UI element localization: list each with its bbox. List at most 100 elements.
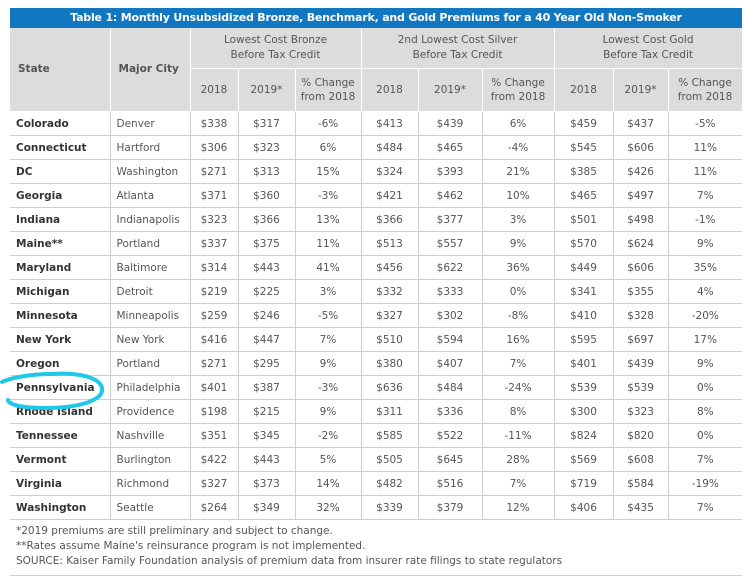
- value-cell: $513: [361, 231, 419, 256]
- value-cell: 0%: [668, 375, 743, 400]
- subheader-2018: 2018: [361, 68, 419, 112]
- premium-table-container: Table 1: Monthly Unsubsidized Bronze, Be…: [10, 8, 743, 576]
- value-cell: -3%: [295, 183, 362, 208]
- value-cell: 7%: [668, 495, 743, 520]
- value-cell: $545: [554, 135, 614, 160]
- footnotes: *2019 premiums are still preliminary and…: [10, 520, 742, 576]
- value-cell: $497: [613, 183, 669, 208]
- table-row: Virginia Richmond $327 $373 14% $482 $516 7% $71…: [10, 471, 743, 496]
- table-row: Washington Seattle $264 $349 32% $339 $379 12% $…: [10, 495, 743, 520]
- table-row: Georgia Atlanta $371 $360 -3% $421 $462 10% $465…: [10, 183, 743, 208]
- value-cell: $697: [613, 327, 669, 352]
- value-cell: 9%: [482, 231, 555, 256]
- value-cell: $345: [238, 423, 296, 448]
- value-cell: $608: [613, 447, 669, 472]
- value-cell: $421: [361, 183, 419, 208]
- state-cell: DC: [10, 159, 111, 184]
- value-cell: $360: [238, 183, 296, 208]
- value-cell: -24%: [482, 375, 555, 400]
- value-cell: $323: [238, 135, 296, 160]
- value-cell: $719: [554, 471, 614, 496]
- value-cell: 5%: [295, 447, 362, 472]
- value-cell: 15%: [295, 159, 362, 184]
- value-cell: $498: [613, 207, 669, 232]
- value-cell: $435: [613, 495, 669, 520]
- value-cell: 0%: [482, 279, 555, 304]
- value-cell: -3%: [295, 375, 362, 400]
- value-cell: 6%: [482, 111, 555, 136]
- value-cell: $645: [418, 447, 483, 472]
- value-cell: 9%: [668, 351, 743, 376]
- city-cell: Hartford: [110, 135, 191, 160]
- value-cell: -5%: [668, 111, 743, 136]
- city-cell: Detroit: [110, 279, 191, 304]
- value-cell: -8%: [482, 303, 555, 328]
- value-cell: $443: [238, 255, 296, 280]
- city-cell: Nashville: [110, 423, 191, 448]
- value-cell: $327: [361, 303, 419, 328]
- value-cell: $225: [238, 279, 296, 304]
- value-cell: $447: [238, 327, 296, 352]
- value-cell: $407: [418, 351, 483, 376]
- table-row: Maryland Baltimore $314 $443 41% $456 $622 36% $…: [10, 255, 743, 280]
- value-cell: $327: [190, 471, 239, 496]
- value-cell: $484: [418, 375, 483, 400]
- value-cell: -5%: [295, 303, 362, 328]
- value-cell: $459: [554, 111, 614, 136]
- value-cell: $355: [613, 279, 669, 304]
- value-cell: 8%: [668, 399, 743, 424]
- value-cell: $595: [554, 327, 614, 352]
- city-cell: Portland: [110, 231, 191, 256]
- value-cell: $606: [613, 255, 669, 280]
- value-cell: $377: [418, 207, 483, 232]
- city-cell: Washington: [110, 159, 191, 184]
- value-cell: $539: [554, 375, 614, 400]
- subheader-2019: 2019*: [418, 68, 483, 112]
- value-cell: 3%: [482, 207, 555, 232]
- value-cell: $406: [554, 495, 614, 520]
- value-cell: 0%: [668, 423, 743, 448]
- state-cell: Indiana: [10, 207, 111, 232]
- header-bronze-label: Lowest Cost Bronze Before Tax Credit: [223, 34, 328, 61]
- value-cell: 10%: [482, 183, 555, 208]
- value-cell: $584: [613, 471, 669, 496]
- value-cell: $416: [190, 327, 239, 352]
- state-cell: Maine**: [10, 231, 111, 256]
- city-cell: Burlington: [110, 447, 191, 472]
- value-cell: $215: [238, 399, 296, 424]
- table-row: Vermont Burlington $422 $443 5% $505 $645 28% $5…: [10, 447, 743, 472]
- table-row: Pennsylvania Philadelphia $401 $387 -3% $636 $…: [10, 375, 743, 400]
- value-cell: $484: [361, 135, 419, 160]
- value-cell: $516: [418, 471, 483, 496]
- value-cell: $401: [554, 351, 614, 376]
- city-cell: Seattle: [110, 495, 191, 520]
- value-cell: $246: [238, 303, 296, 328]
- value-cell: $371: [190, 183, 239, 208]
- value-cell: $824: [554, 423, 614, 448]
- state-cell: Colorado: [10, 111, 111, 136]
- value-cell: $313: [238, 159, 296, 184]
- city-cell: Providence: [110, 399, 191, 424]
- city-cell: Portland: [110, 351, 191, 376]
- table-row: Colorado Denver $338 $317 -6% $413 $439 6% $459 $…: [10, 111, 743, 136]
- table-row: Minnesota Minneapolis $259 $246 -5% $327 $302-…: [10, 303, 743, 328]
- value-cell: $338: [190, 111, 239, 136]
- value-cell: $606: [613, 135, 669, 160]
- value-cell: $379: [418, 495, 483, 520]
- value-cell: 7%: [482, 471, 555, 496]
- value-cell: 14%: [295, 471, 362, 496]
- value-cell: $349: [238, 495, 296, 520]
- value-cell: $336: [418, 399, 483, 424]
- value-cell: 4%: [668, 279, 743, 304]
- city-cell: Philadelphia: [110, 375, 191, 400]
- value-cell: $820: [613, 423, 669, 448]
- premium-table: State Major City Lowest Cost Bronze Befo…: [10, 28, 743, 520]
- value-cell: 6%: [295, 135, 362, 160]
- value-cell: $311: [361, 399, 419, 424]
- value-cell: 35%: [668, 255, 743, 280]
- header-gold: Lowest Cost Gold Before Tax Credit: [554, 28, 743, 69]
- value-cell: 17%: [668, 327, 743, 352]
- value-cell: -1%: [668, 207, 743, 232]
- state-cell: Virginia: [10, 471, 111, 496]
- value-cell: $300: [554, 399, 614, 424]
